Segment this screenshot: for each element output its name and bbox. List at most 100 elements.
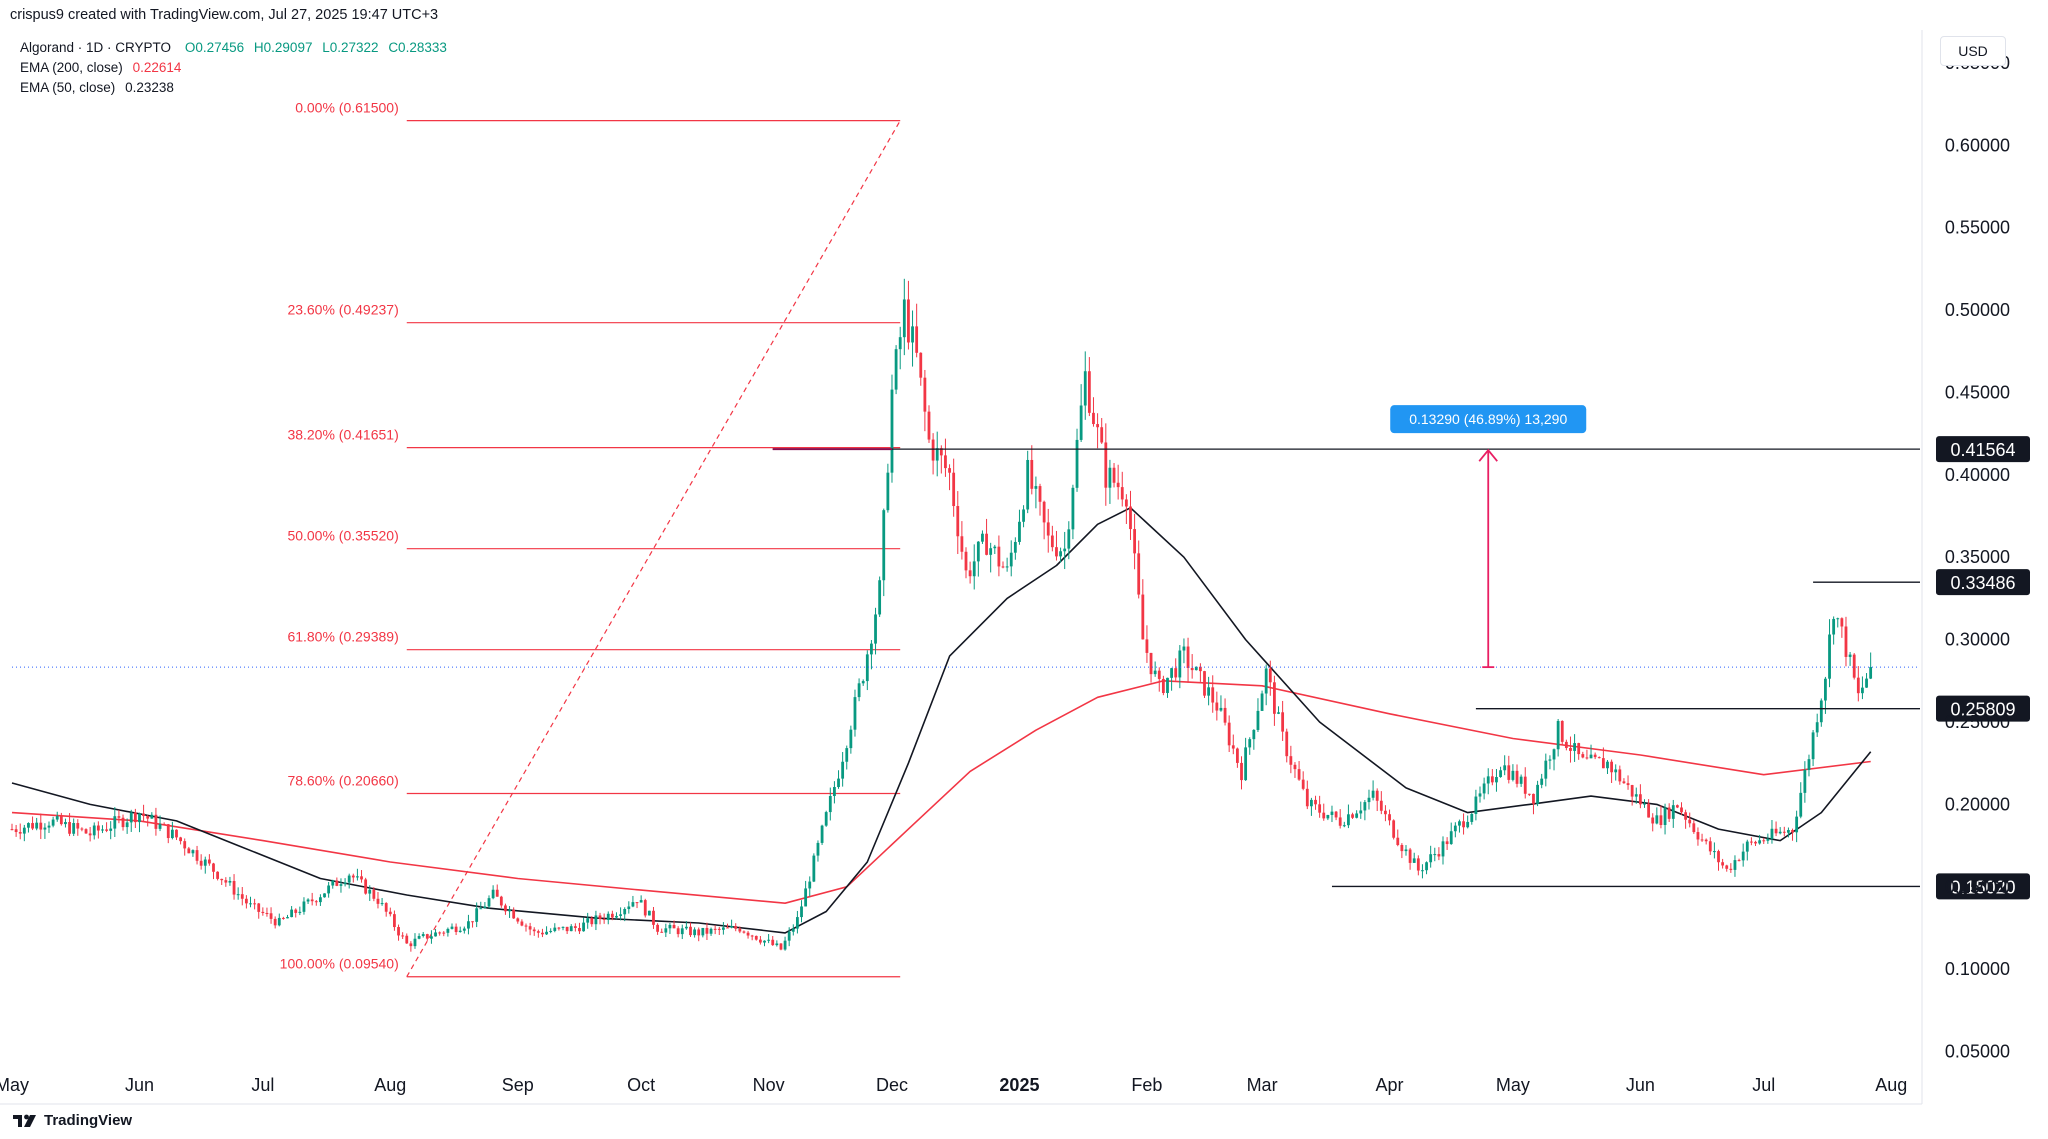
ema50-legend[interactable]: EMA (50, close) 0.23238 <box>20 80 174 95</box>
price-tick-label: 0.40000 <box>1945 465 2010 485</box>
tradingview-logo[interactable]: TradingView <box>12 1112 132 1129</box>
candle-down <box>758 939 762 943</box>
candle-down <box>643 900 647 916</box>
candle-up <box>800 906 803 918</box>
candle-down <box>388 911 392 915</box>
candle-down <box>212 863 215 872</box>
candle-down <box>133 812 137 823</box>
candle-down <box>1490 776 1494 783</box>
level-badge-label: 0.25809 <box>1950 700 2015 720</box>
candle-down <box>1281 712 1285 732</box>
candle-down <box>1285 731 1289 757</box>
candle-up <box>1207 687 1211 696</box>
candle-down <box>1610 761 1613 773</box>
time-tick-label: Aug <box>1875 1075 1907 1095</box>
candle-down <box>1149 652 1153 675</box>
candle-down <box>1133 529 1136 554</box>
candle-down <box>1351 814 1354 818</box>
candle-down <box>1096 424 1099 428</box>
candle-up <box>767 939 771 941</box>
ema200-legend[interactable]: EMA (200, close) 0.22614 <box>20 60 181 75</box>
level-badge-label: 0.15020 <box>1950 877 2015 897</box>
candle-down <box>1227 722 1231 746</box>
candle-down <box>1120 487 1124 500</box>
candle-down <box>1696 832 1700 840</box>
horizontal-levels: 0.41564 0.33486 0.25809 0.15020 <box>12 436 2030 900</box>
candle-down <box>1215 702 1219 711</box>
candle-up <box>368 889 372 894</box>
candle-down <box>1400 844 1404 852</box>
fib-level-label: 23.60% (0.49237) <box>287 302 398 318</box>
currency-button[interactable]: USD <box>1940 36 2006 66</box>
candle-down <box>1030 459 1034 489</box>
candle-up <box>1083 371 1087 406</box>
candle-down <box>1577 743 1581 755</box>
candle-down <box>1856 677 1860 694</box>
candle-up <box>791 928 795 932</box>
candle-down <box>261 911 265 914</box>
candle-down <box>1223 707 1227 723</box>
symbol-legend[interactable]: Algorand · 1D · CRYPTO O0.27456 H0.29097… <box>20 40 447 55</box>
candle-down <box>520 921 524 926</box>
candle-down <box>96 825 100 831</box>
candle-down <box>1112 467 1116 483</box>
candle-down <box>952 472 956 507</box>
candle-down <box>697 929 701 936</box>
time-tick-label: Jun <box>125 1075 154 1095</box>
candle-down <box>660 931 664 933</box>
candle-down <box>536 931 540 933</box>
candle-up <box>417 936 421 939</box>
candle-up <box>483 906 487 909</box>
candle-up <box>1342 825 1346 827</box>
candle-down <box>207 859 211 864</box>
candle-up <box>277 917 281 926</box>
candle-up <box>22 827 26 834</box>
candle-down <box>14 829 18 833</box>
candle-down <box>1190 667 1194 671</box>
candle-up <box>1252 729 1256 740</box>
candle-up <box>170 829 174 839</box>
candle-up <box>561 926 565 928</box>
candle-down <box>1087 371 1091 413</box>
candle-down <box>1392 820 1396 838</box>
candle-up <box>647 910 651 916</box>
candle-up <box>479 908 483 910</box>
tradingview-icon <box>13 1114 36 1127</box>
fib-level-label: 0.00% (0.61500) <box>295 100 399 116</box>
measure-label-box <box>1390 405 1587 434</box>
candle-up <box>1433 854 1437 856</box>
candle-down <box>1379 800 1383 811</box>
candle-up <box>356 876 359 878</box>
candle-down <box>1708 841 1712 852</box>
candle-up <box>327 885 331 894</box>
candle-up <box>1482 783 1486 794</box>
candle-up <box>1470 813 1474 822</box>
candle-up <box>236 894 240 896</box>
candle-down <box>1597 757 1601 759</box>
candle-down <box>175 829 178 838</box>
candle-down <box>1527 793 1531 795</box>
candle-down <box>524 925 528 927</box>
candle-up <box>1799 792 1803 817</box>
candle-down <box>1688 819 1692 824</box>
candle-up <box>849 729 853 749</box>
candle-up <box>339 884 343 886</box>
price-tick-label: 0.20000 <box>1945 794 2010 814</box>
candle-up <box>1478 793 1482 797</box>
candle-up <box>35 822 39 829</box>
candle-down <box>997 546 1001 567</box>
candle-up <box>1248 739 1252 748</box>
candle-up <box>993 546 997 549</box>
time-tick-label: Jun <box>1626 1075 1655 1095</box>
candle-down <box>372 889 376 899</box>
candle-up <box>553 927 557 931</box>
candle-down <box>1174 668 1178 678</box>
candle-up <box>1079 405 1083 440</box>
candle-down <box>10 829 14 831</box>
candle-down <box>652 910 655 925</box>
candle-down <box>1721 862 1725 866</box>
candle-down <box>635 902 639 904</box>
fib-level-label: 100.00% (0.09540) <box>280 956 399 972</box>
candle-up <box>1766 838 1770 841</box>
